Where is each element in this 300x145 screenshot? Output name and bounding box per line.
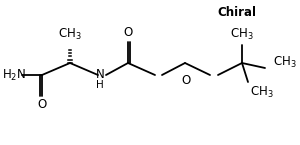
- Text: N: N: [96, 68, 104, 81]
- Text: O: O: [38, 97, 46, 110]
- Text: CH$_3$: CH$_3$: [273, 55, 297, 70]
- Text: H$_2$N: H$_2$N: [2, 67, 26, 83]
- Text: CH$_3$: CH$_3$: [250, 84, 274, 100]
- Text: CH$_3$: CH$_3$: [58, 26, 82, 42]
- Text: H: H: [96, 80, 104, 90]
- Text: O: O: [123, 27, 133, 39]
- Text: Chiral: Chiral: [218, 6, 256, 19]
- Text: O: O: [182, 74, 190, 87]
- Text: CH$_3$: CH$_3$: [230, 26, 254, 42]
